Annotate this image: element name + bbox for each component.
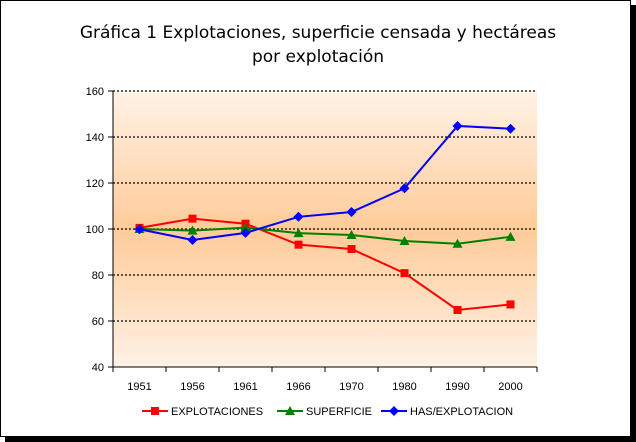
series-line-has-explotacion [139,124,511,242]
x-tick-label: 1970 [339,381,363,393]
legend-label-superficie: SUPERFICIE [306,406,372,418]
data-point-explotaciones [294,240,303,249]
data-point-has-explotacion [346,206,357,217]
series-has-explotacion [134,120,516,246]
data-point-has-explotacion [187,235,198,246]
x-tick-label: 1990 [445,381,469,393]
legend-item-has-explotacion: HAS/EXPLOTACION [381,406,513,418]
y-tick-label: 40 [92,362,104,374]
x-tick-label: 2000 [498,381,522,393]
legend-marker-has-explotacion [389,406,399,416]
y-tick-label: 100 [86,224,104,236]
y-tick-label: 120 [86,178,104,190]
axes [108,90,538,372]
x-tick-label: 1966 [286,381,310,393]
data-point-explotaciones [453,305,462,314]
series-superficie [134,222,516,248]
data-point-explotaciones [347,245,356,254]
y-tick-label: 160 [86,86,104,98]
y-tick-label: 60 [92,316,104,328]
data-point-superficie [452,238,463,248]
data-point-superficie [505,231,516,241]
legend-item-superficie: SUPERFICIE [277,406,372,418]
legend-label-has-explotacion: HAS/EXPLOTACION [410,406,513,418]
series-line-explotaciones [139,217,511,311]
x-tick-label: 1961 [233,381,257,393]
data-point-superficie [293,228,304,238]
data-point-explotaciones [188,214,197,223]
legend-item-explotaciones: EXPLOTACIONES [142,406,263,418]
x-tick-label: 1951 [127,381,151,393]
data-point-superficie [346,229,357,239]
data-point-has-explotacion [505,123,516,134]
data-point-superficie [399,235,410,245]
data-point-has-explotacion [134,224,145,235]
x-tick-label: 1956 [180,381,204,393]
y-tick-labels: 40 60 80 100 120 140 160 [86,86,104,374]
x-tick-label: 1980 [392,381,416,393]
data-point-has-explotacion [399,183,410,194]
data-point-has-explotacion [240,227,251,238]
y-tick-label: 140 [86,132,104,144]
data-point-has-explotacion [293,211,304,222]
series-line-superficie [139,226,511,245]
chart-title-line-1: Gráfica 1 Explotaciones, superficie cens… [80,23,556,43]
series-group [134,120,516,314]
data-point-superficie [240,222,251,232]
data-point-explotaciones [400,269,409,278]
data-point-explotaciones [506,300,515,309]
data-point-has-explotacion [452,120,463,131]
x-tick-labels: 1951 1956 1961 1966 1970 1980 1990 2000 [127,381,522,393]
legend-marker-superficie [285,406,295,415]
legend: EXPLOTACIONES SUPERFICIE HAS/EXPLOTACION [142,406,513,418]
legend-label-explotaciones: EXPLOTACIONES [171,406,263,418]
chart-title-line-2: por explotación [252,47,384,67]
y-tick-label: 80 [92,270,104,282]
data-point-superficie [187,225,198,235]
legend-marker-explotaciones [151,407,159,415]
gridlines [113,90,537,322]
